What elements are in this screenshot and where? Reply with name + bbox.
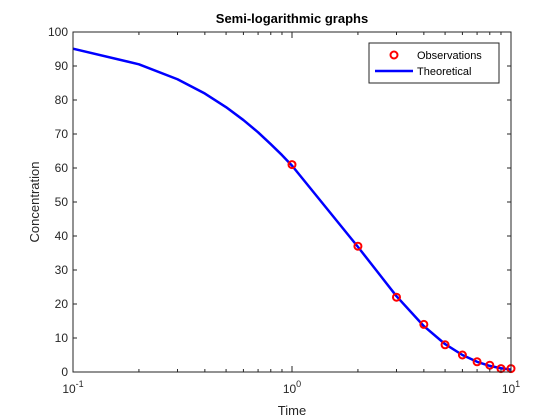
x-tick-base: 10 <box>283 382 297 396</box>
legend-box <box>368 42 500 84</box>
observation-point <box>457 350 467 360</box>
legend-observations-marker <box>389 50 399 60</box>
observation-point <box>353 241 363 251</box>
y-axis-title: Concentration <box>27 162 42 243</box>
y-tick-label: 50 <box>55 195 69 209</box>
observation-point <box>391 292 401 302</box>
x-axis-title: Time <box>278 403 306 418</box>
y-tick-label: 40 <box>55 229 69 243</box>
y-tick-label: 70 <box>55 127 69 141</box>
x-tick-base: 10 <box>502 382 516 396</box>
observation-point <box>287 160 297 170</box>
x-tick-label: 101 <box>502 379 520 396</box>
plot-area <box>73 32 511 372</box>
x-tick-label: 100 <box>283 379 301 396</box>
legend-theoretical-label: Theoretical <box>417 66 471 78</box>
x-tick-exponent: 0 <box>296 379 301 389</box>
x-tick-exponent: -1 <box>76 379 84 389</box>
observation-point <box>440 340 450 350</box>
legend-observations-label: Observations <box>417 50 482 62</box>
y-tick-label: 30 <box>55 263 69 277</box>
y-tick-label: 0 <box>61 365 68 379</box>
y-tick-label: 10 <box>55 331 69 345</box>
theoretical-line <box>72 47 512 371</box>
chart-title: Semi-logarithmic graphs <box>216 11 368 26</box>
x-tick-exponent: 1 <box>515 379 520 389</box>
series-layer <box>72 47 516 374</box>
plot-frame <box>72 31 512 373</box>
y-tick-label: 90 <box>55 59 69 73</box>
observation-point <box>485 360 495 370</box>
x-tick-label: 10-1 <box>62 379 83 396</box>
y-tick-label: 80 <box>55 93 69 107</box>
observation-point <box>419 319 429 329</box>
y-tick-label: 20 <box>55 297 69 311</box>
y-tick-label: 100 <box>48 25 68 39</box>
x-tick-base: 10 <box>62 382 76 396</box>
legend: Observations Theoretical <box>368 42 500 84</box>
y-tick-label: 60 <box>55 161 69 175</box>
observation-point <box>472 357 482 367</box>
